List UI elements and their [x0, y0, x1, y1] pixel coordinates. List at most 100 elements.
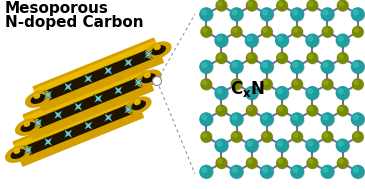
- Circle shape: [247, 1, 257, 11]
- Circle shape: [215, 139, 228, 152]
- Polygon shape: [26, 74, 150, 132]
- Circle shape: [216, 105, 227, 116]
- Circle shape: [203, 133, 207, 137]
- Circle shape: [307, 158, 318, 168]
- Polygon shape: [74, 103, 82, 110]
- Circle shape: [321, 8, 334, 21]
- Circle shape: [261, 60, 273, 73]
- Circle shape: [200, 166, 213, 179]
- Circle shape: [245, 34, 258, 47]
- Polygon shape: [64, 129, 73, 139]
- Circle shape: [216, 87, 228, 100]
- Circle shape: [201, 27, 212, 37]
- Circle shape: [291, 113, 304, 126]
- Polygon shape: [93, 94, 103, 103]
- Circle shape: [322, 132, 333, 142]
- Circle shape: [322, 166, 334, 179]
- Circle shape: [215, 87, 228, 99]
- Polygon shape: [84, 74, 93, 84]
- Polygon shape: [124, 105, 133, 114]
- Polygon shape: [23, 66, 153, 139]
- Ellipse shape: [132, 101, 145, 110]
- Circle shape: [352, 166, 365, 179]
- Circle shape: [263, 133, 267, 137]
- Circle shape: [231, 132, 242, 142]
- Circle shape: [230, 60, 243, 73]
- Circle shape: [277, 158, 287, 168]
- Circle shape: [292, 26, 303, 37]
- Circle shape: [322, 9, 334, 21]
- Circle shape: [323, 132, 333, 143]
- Ellipse shape: [142, 74, 155, 83]
- Circle shape: [293, 115, 298, 120]
- Circle shape: [217, 53, 227, 64]
- Polygon shape: [36, 47, 160, 102]
- Circle shape: [202, 115, 207, 120]
- Circle shape: [278, 54, 283, 58]
- Circle shape: [292, 132, 303, 143]
- Circle shape: [200, 113, 213, 126]
- Polygon shape: [145, 51, 152, 58]
- Circle shape: [247, 158, 257, 169]
- Polygon shape: [34, 41, 157, 94]
- Ellipse shape: [126, 97, 151, 114]
- Circle shape: [353, 115, 358, 120]
- Circle shape: [246, 105, 257, 116]
- Circle shape: [337, 140, 349, 152]
- Circle shape: [291, 165, 303, 178]
- Circle shape: [232, 63, 237, 67]
- Circle shape: [248, 54, 252, 58]
- Polygon shape: [114, 86, 123, 95]
- Circle shape: [323, 63, 328, 67]
- Circle shape: [306, 34, 319, 47]
- Ellipse shape: [145, 73, 150, 77]
- Circle shape: [321, 60, 334, 73]
- Circle shape: [354, 133, 358, 137]
- Circle shape: [309, 107, 313, 111]
- Circle shape: [337, 105, 348, 116]
- Ellipse shape: [21, 123, 35, 131]
- Circle shape: [216, 140, 228, 152]
- Circle shape: [276, 87, 288, 99]
- Circle shape: [231, 26, 242, 37]
- Circle shape: [200, 9, 213, 21]
- Polygon shape: [115, 87, 122, 94]
- Circle shape: [277, 53, 287, 63]
- Circle shape: [200, 8, 212, 21]
- Polygon shape: [27, 75, 150, 130]
- Polygon shape: [135, 79, 142, 86]
- Circle shape: [261, 8, 273, 21]
- Circle shape: [309, 160, 313, 163]
- Circle shape: [293, 63, 298, 67]
- Polygon shape: [13, 93, 143, 166]
- Circle shape: [246, 87, 258, 100]
- Polygon shape: [24, 146, 32, 154]
- Circle shape: [293, 133, 297, 137]
- Polygon shape: [65, 130, 72, 137]
- Circle shape: [324, 133, 328, 137]
- Polygon shape: [124, 58, 133, 67]
- Circle shape: [233, 133, 237, 137]
- Circle shape: [263, 81, 267, 85]
- Ellipse shape: [5, 146, 30, 162]
- Circle shape: [323, 167, 328, 172]
- Circle shape: [292, 80, 303, 90]
- Ellipse shape: [152, 46, 165, 55]
- Circle shape: [338, 158, 348, 169]
- Ellipse shape: [16, 119, 41, 135]
- Polygon shape: [14, 96, 137, 149]
- Circle shape: [353, 132, 363, 142]
- Circle shape: [307, 140, 319, 152]
- Circle shape: [262, 80, 273, 90]
- Circle shape: [203, 28, 207, 32]
- Circle shape: [216, 53, 227, 63]
- Circle shape: [353, 63, 358, 67]
- Polygon shape: [85, 122, 92, 129]
- Polygon shape: [73, 102, 83, 112]
- Circle shape: [245, 87, 258, 99]
- Circle shape: [215, 34, 228, 47]
- Circle shape: [232, 10, 237, 15]
- Circle shape: [246, 158, 257, 168]
- Circle shape: [339, 160, 343, 163]
- Ellipse shape: [155, 45, 160, 50]
